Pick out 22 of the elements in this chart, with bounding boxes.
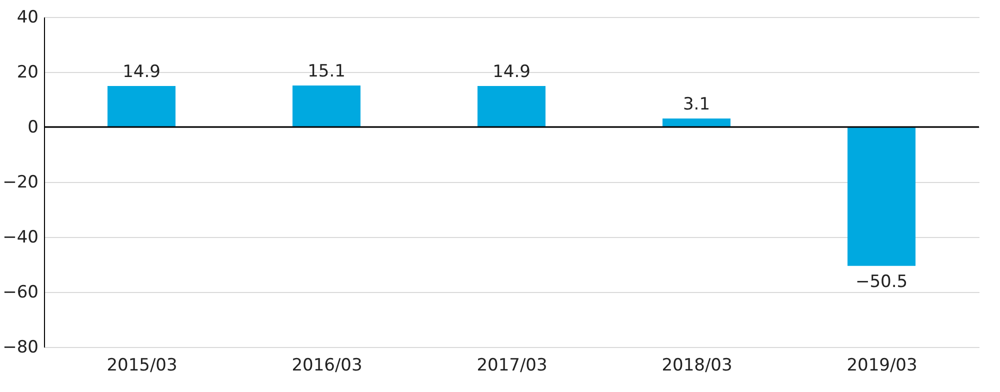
- y-tick-label: 20: [16, 62, 38, 82]
- data-label: −50.5: [855, 272, 908, 292]
- y-tick-label: −20: [2, 172, 38, 192]
- x-tick-label: 2015/03: [106, 356, 178, 376]
- data-label: 3.1: [682, 94, 710, 114]
- bar: [478, 86, 546, 127]
- bar: [108, 86, 176, 127]
- x-tick-label: 2019/03: [846, 356, 918, 376]
- y-tick-label: 0: [28, 118, 38, 138]
- x-tick-label: 2018/03: [662, 356, 732, 376]
- bar: [292, 85, 360, 127]
- data-label: 14.9: [492, 62, 530, 82]
- data-label: 14.9: [122, 62, 160, 82]
- y-tick-label: 40: [16, 8, 38, 28]
- bar: [848, 127, 916, 266]
- bar: [662, 118, 730, 127]
- y-tick-label: −60: [2, 282, 38, 302]
- x-tick-label: 2017/03: [476, 356, 548, 376]
- y-tick-label: −80: [2, 338, 38, 358]
- y-tick-label: −40: [2, 228, 38, 248]
- x-tick-label: 2016/03: [292, 356, 362, 376]
- data-label: 15.1: [308, 61, 346, 82]
